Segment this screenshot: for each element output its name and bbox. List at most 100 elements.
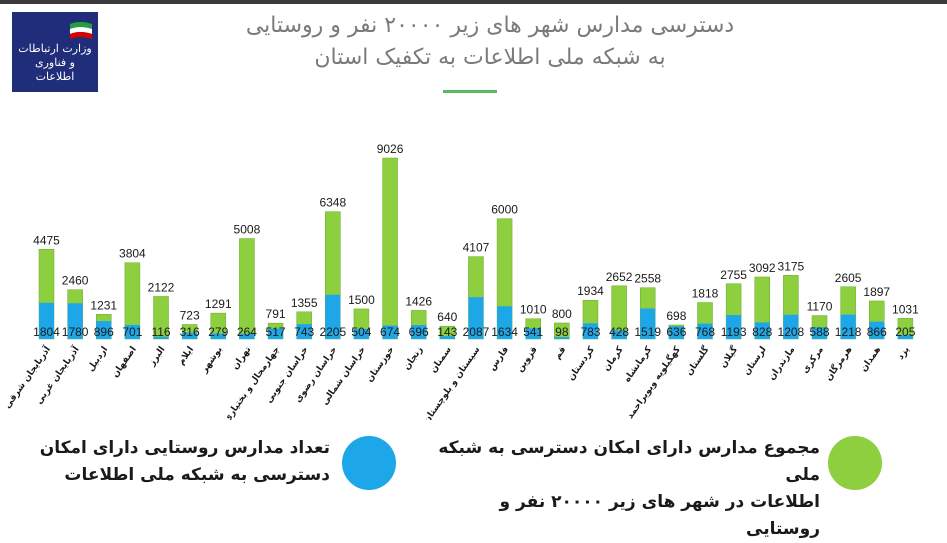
category-label: بوشهر — [199, 345, 225, 376]
category-label: مازندران — [767, 345, 797, 382]
category-label: هرمزگان — [822, 344, 854, 383]
category-label: قم — [553, 345, 569, 361]
label-total: 3092 — [749, 261, 776, 275]
label-rural: 1519 — [634, 325, 661, 339]
bar-rural — [239, 333, 255, 339]
label-total: 5008 — [234, 223, 261, 237]
label-total: 6000 — [491, 203, 518, 217]
category-label: گیلان — [717, 343, 741, 370]
label-rural: 1804 — [33, 325, 60, 339]
label-rural: 205 — [895, 325, 915, 339]
bar-total — [382, 157, 398, 340]
label-rural: 896 — [94, 325, 114, 339]
legend-rural: تعداد مدارس روستایی دارای امکان دسترسی ب… — [30, 432, 402, 502]
bar-rural — [268, 328, 284, 339]
category-label: تهران — [230, 345, 253, 372]
label-total: 1818 — [692, 287, 719, 301]
bar-rural — [439, 336, 455, 339]
label-rural: 1193 — [721, 325, 747, 339]
label-total: 3175 — [778, 259, 805, 273]
label-total: 1010 — [520, 303, 547, 317]
category-label: کرمان — [602, 344, 626, 373]
label-rural: 517 — [266, 325, 286, 339]
bar-rural — [525, 328, 541, 339]
label-rural: 2205 — [319, 325, 346, 339]
label-total: 4475 — [33, 233, 60, 247]
ministry-logo: وزارت ارتباطات و فناوری اطلاعات — [12, 12, 98, 92]
bar-rural — [411, 325, 427, 339]
top-border — [0, 0, 947, 4]
label-total: 1500 — [348, 293, 375, 307]
label-rural: 428 — [609, 325, 629, 339]
legend-rural-swatch — [342, 436, 396, 490]
label-total: 698 — [666, 309, 686, 323]
legend-total-swatch — [828, 436, 882, 490]
category-label: کرمانشاه — [622, 344, 654, 384]
category-label: اردبیل — [86, 345, 110, 374]
label-rural: 2087 — [463, 325, 490, 339]
category-label: لرستان — [742, 345, 769, 377]
bar-rural — [153, 336, 169, 339]
chart-title-line2: به شبکه ملی اطلاعات به تکفیک استان — [314, 45, 666, 70]
label-total: 800 — [552, 307, 572, 321]
category-label: البرز — [147, 345, 168, 369]
bar-rural — [812, 327, 828, 339]
bar-rural — [668, 326, 684, 339]
label-rural: 143 — [437, 325, 457, 339]
label-rural: 743 — [294, 325, 314, 339]
label-total: 2558 — [634, 272, 661, 286]
label-total: 640 — [437, 310, 457, 324]
bar-rural — [869, 321, 885, 339]
label-total: 1031 — [892, 302, 919, 316]
label-rural: 828 — [752, 325, 772, 339]
bar-rural — [96, 321, 112, 339]
bar-rural — [611, 330, 627, 339]
label-rural: 768 — [695, 325, 715, 339]
bar-rural — [840, 314, 856, 339]
category-label: مرکزی — [800, 345, 826, 376]
label-total: 723 — [180, 309, 200, 323]
label-total: 1934 — [577, 284, 604, 298]
label-rural: 1780 — [62, 325, 89, 339]
logo-text: وزارت ارتباطات و فناوری اطلاعات — [18, 42, 92, 83]
label-rural: 636 — [666, 325, 686, 339]
label-total: 791 — [266, 307, 286, 321]
bar-rural — [353, 328, 369, 339]
label-total: 1170 — [807, 300, 833, 314]
bar-rural — [754, 322, 770, 339]
label-rural: 1634 — [491, 325, 518, 339]
label-total: 2755 — [720, 268, 747, 282]
label-rural: 504 — [351, 325, 371, 339]
bar-rural — [726, 315, 742, 339]
bar-rural — [697, 323, 713, 339]
label-total: 1231 — [90, 298, 117, 312]
label-total: 2122 — [148, 280, 175, 294]
category-label: زنجان — [402, 345, 425, 372]
label-total: 1426 — [405, 294, 432, 308]
category-label: ایلام — [176, 345, 196, 367]
label-rural: 264 — [237, 325, 257, 339]
label-total: 2605 — [835, 271, 862, 285]
category-label: یزد — [896, 345, 912, 362]
label-rural: 696 — [409, 325, 429, 339]
label-rural: 1218 — [835, 325, 862, 339]
label-total: 2652 — [606, 270, 633, 284]
bar-rural — [897, 334, 913, 339]
category-label: فارس — [487, 345, 511, 373]
category-label: سیستان و بلوچستان — [422, 345, 483, 420]
bar-rural — [640, 308, 656, 339]
category-label: سمنان — [429, 345, 454, 375]
chart-title-line1: دسترسی مدارس شهر های زیر ۲۰۰۰۰ نفر و روس… — [245, 13, 735, 38]
label-rural: 541 — [523, 325, 543, 339]
bar-rural — [554, 337, 570, 339]
bar-rural — [497, 306, 513, 339]
bar-rural — [382, 325, 398, 339]
label-total: 9026 — [377, 142, 404, 156]
bar-rural — [582, 323, 598, 339]
bar-total — [239, 238, 255, 340]
category-label: خوزستان — [365, 345, 397, 384]
flag-icon — [70, 22, 92, 39]
label-total: 1897 — [863, 285, 890, 299]
bar-rural — [296, 324, 312, 339]
